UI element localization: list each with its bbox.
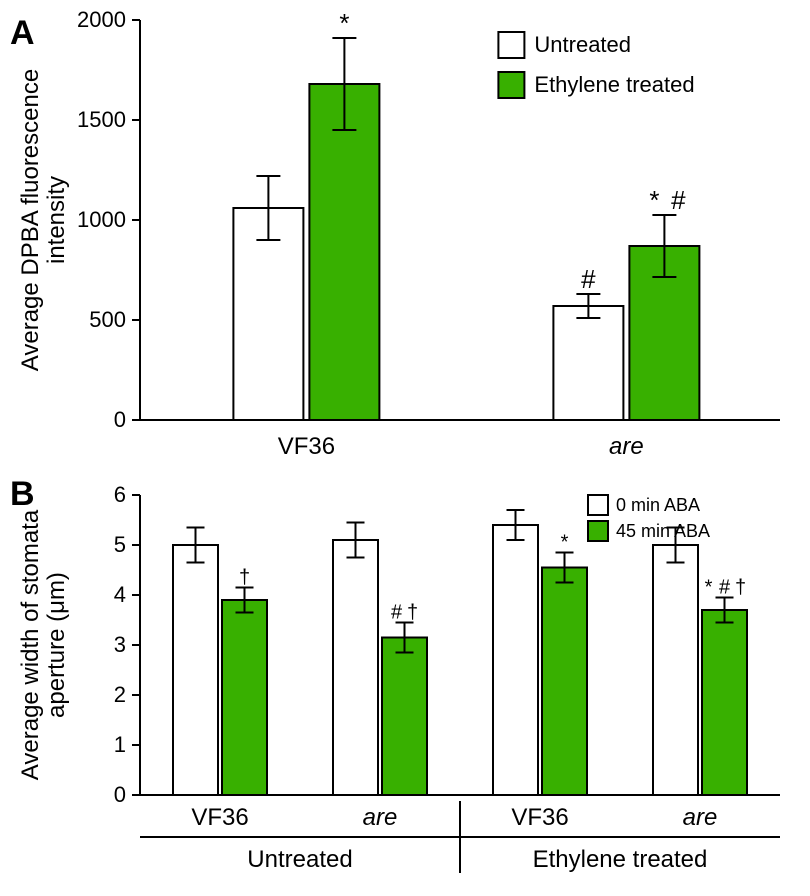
legend-swatch <box>498 72 524 98</box>
panel-a-bar <box>553 306 623 420</box>
panel-b-bar <box>493 525 538 795</box>
panel-b-ylabel: Average width of stomataaperture (μm) <box>17 509 70 780</box>
panel-b-sig-mark: # <box>391 602 403 624</box>
panel-b-super-label: Ethylene treated <box>533 846 708 873</box>
panel-a-sig-mark: # <box>581 264 596 294</box>
panel-a-sig-mark: # <box>671 185 686 215</box>
panel-a-group-label: are <box>609 433 644 460</box>
panel-b-group-label: VF36 <box>191 804 248 831</box>
legend-label: 0 min ABA <box>616 495 700 515</box>
panel-b-ytick-label: 0 <box>114 782 126 807</box>
panel-a-sig-mark: * <box>339 8 349 38</box>
panel-a-ytick-label: 500 <box>89 307 126 332</box>
panel-b-bar <box>542 568 587 796</box>
panel-b-ytick-label: 3 <box>114 632 126 657</box>
panel-b-label: B <box>10 475 35 513</box>
panel-b-sig-mark: † <box>239 567 250 589</box>
panel-b-bar <box>173 545 218 795</box>
panel-a-label: A <box>10 14 35 52</box>
figure-container: A 0 500 1000 1500 2000 Average DPBA fluorescen… <box>0 0 810 896</box>
panel-a-ylabel: Average DPBA fluorescenceintensity <box>17 69 70 371</box>
panel-a-ytick-label: 1500 <box>77 107 126 132</box>
legend-label: Untreated <box>534 32 631 57</box>
panel-a-bar <box>309 84 379 420</box>
panel-b-bar <box>382 638 427 796</box>
panel-b-sig-mark: * <box>705 577 713 599</box>
panel-b-bar <box>653 545 698 795</box>
panel-a-sig-mark: * <box>649 185 659 215</box>
legend-label: Ethylene treated <box>534 72 694 97</box>
panel-b-ytick-label: 2 <box>114 682 126 707</box>
panel-b-sig-mark: † <box>407 602 418 624</box>
panel-b-group-label: are <box>363 804 398 831</box>
panel-b-group-label: VF36 <box>511 804 568 831</box>
panel-a-group-label: VF36 <box>278 433 335 460</box>
panel-a-ytick-label: 0 <box>114 407 126 432</box>
panel-a-ytick-label: 2000 <box>77 7 126 32</box>
panel-b-bar <box>702 610 747 795</box>
legend-label: 45 min ABA <box>616 521 710 541</box>
panel-b: B 0 1 2 3 4 5 6 Average width of stomataaperture… <box>10 475 780 873</box>
panel-b-sig-mark: * <box>561 532 569 554</box>
panel-b-sig-mark: † <box>735 577 746 599</box>
panel-a-legend: Untreated Ethylene treated <box>498 32 694 98</box>
legend-swatch <box>588 495 608 515</box>
figure-svg: A 0 500 1000 1500 2000 Average DPBA fluorescen… <box>0 0 810 896</box>
panel-a-ytick-label: 1000 <box>77 207 126 232</box>
panel-b-ytick-label: 5 <box>114 532 126 557</box>
panel-a: A 0 500 1000 1500 2000 Average DPBA fluorescen… <box>10 7 780 460</box>
panel-b-group-label: are <box>683 804 718 831</box>
panel-b-ytick-label: 4 <box>114 582 126 607</box>
panel-b-bar <box>333 540 378 795</box>
panel-b-bar <box>222 600 267 795</box>
legend-swatch <box>498 32 524 58</box>
panel-b-ytick-label: 1 <box>114 732 126 757</box>
panel-b-super-label: Untreated <box>247 846 352 873</box>
panel-b-legend: 0 min ABA 45 min ABA <box>588 495 710 541</box>
legend-swatch <box>588 521 608 541</box>
panel-b-sig-mark: # <box>719 577 731 599</box>
panel-b-ytick-label: 6 <box>114 482 126 507</box>
